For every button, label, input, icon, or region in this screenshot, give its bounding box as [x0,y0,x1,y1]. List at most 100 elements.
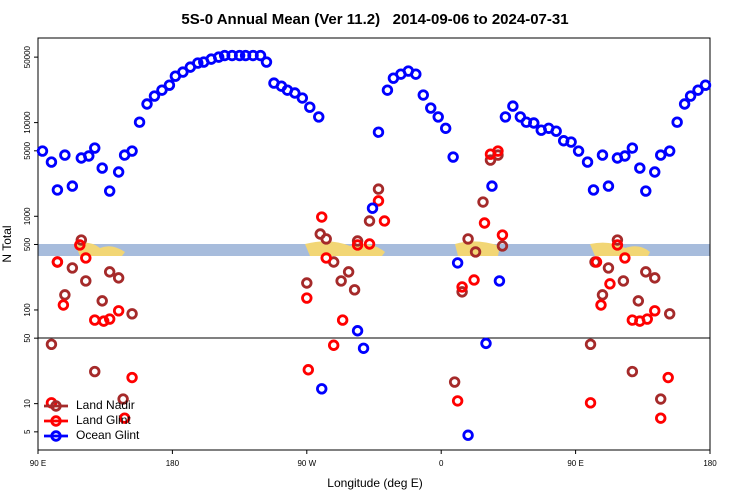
series [45,149,676,405]
point [617,275,630,287]
point [596,289,609,301]
point [611,234,624,246]
point [477,196,489,208]
point [66,180,79,192]
legend-marker [50,430,62,442]
x-tick-label: 90 E [567,459,583,468]
point [80,252,92,264]
legend-label: Ocean Glint [76,428,140,442]
point [59,289,71,301]
point [320,252,332,264]
point [584,397,597,409]
point [655,149,667,161]
x-tick-label: 90 E [30,459,46,468]
point [451,257,464,269]
y-tick-label: 10 [23,399,32,408]
point [133,116,146,128]
point [335,275,347,287]
point [663,308,676,320]
point [565,136,577,148]
point [156,84,168,96]
point [581,156,594,168]
point [480,337,492,350]
point [655,393,667,405]
point [89,365,101,378]
y-tick-label: 10000 [23,111,32,134]
point [357,342,370,354]
point [484,154,497,166]
point [45,338,58,350]
point [59,149,71,161]
point [372,195,385,207]
point [417,89,429,101]
legend-label: Land Nadir [76,398,135,412]
point [448,376,461,388]
point [301,292,313,304]
point [410,68,422,80]
point [451,395,464,407]
point [462,429,474,441]
point [89,314,101,326]
point [74,239,86,251]
point [126,145,138,157]
point [456,281,468,293]
point [117,393,129,405]
point [289,87,301,99]
point [456,286,468,298]
point [692,84,704,96]
point [36,145,49,157]
point [671,116,683,128]
point [316,211,328,223]
point [378,215,391,227]
point [363,215,376,227]
point [342,266,355,278]
point [80,275,92,287]
point [103,185,116,197]
point [296,92,309,104]
point [212,51,225,63]
y-axis-label: N Total [0,225,14,262]
point [462,233,474,245]
point [351,325,364,337]
point [98,315,110,327]
point [663,145,676,157]
point [177,66,189,78]
legend-marker [50,400,62,412]
point [320,233,332,245]
point [327,339,340,351]
point [684,90,697,102]
point [96,162,108,174]
point [192,57,204,69]
point [304,101,316,113]
point [699,79,712,91]
point [103,313,116,325]
point [351,239,364,251]
point [301,277,313,289]
point [602,262,615,274]
point [336,314,349,326]
point [89,142,101,154]
point [649,305,661,317]
point [425,102,437,114]
y-tick-label: 1000 [23,207,32,225]
point [45,156,58,168]
point [51,184,64,196]
point [148,90,161,102]
point [469,246,482,258]
point [57,299,70,311]
point [112,305,125,317]
point [447,151,459,163]
point [96,295,108,307]
point [590,256,603,268]
point [493,275,506,287]
point [496,229,509,241]
point [316,383,328,395]
point [572,145,585,157]
point [486,180,498,192]
point [528,117,540,129]
y-tick-label: 5 [23,429,32,434]
x-tick-label: 0 [439,459,444,468]
point [584,338,597,350]
point [550,125,562,137]
